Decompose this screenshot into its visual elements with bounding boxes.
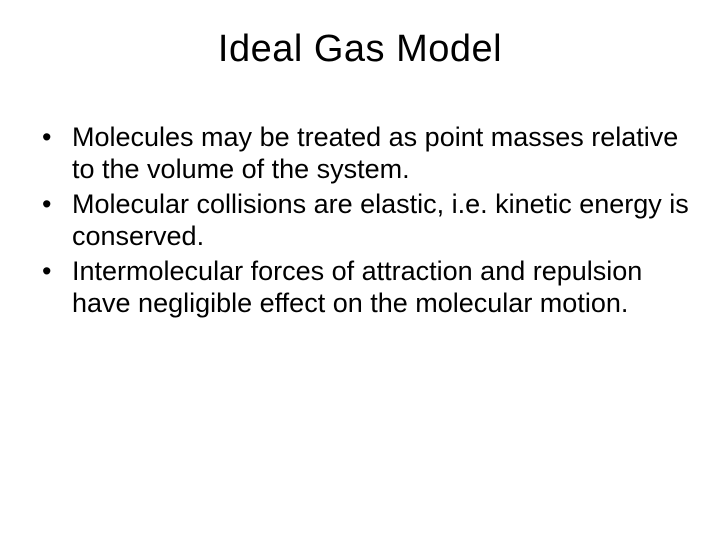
slide-title: Ideal Gas Model: [30, 28, 690, 71]
bullet-item: Molecules may be treated as point masses…: [38, 121, 690, 186]
slide: Ideal Gas Model Molecules may be treated…: [0, 0, 720, 540]
bullet-list: Molecules may be treated as point masses…: [38, 121, 690, 319]
bullet-item: Intermolecular forces of attraction and …: [38, 255, 690, 320]
bullet-item: Molecular collisions are elastic, i.e. k…: [38, 188, 690, 253]
